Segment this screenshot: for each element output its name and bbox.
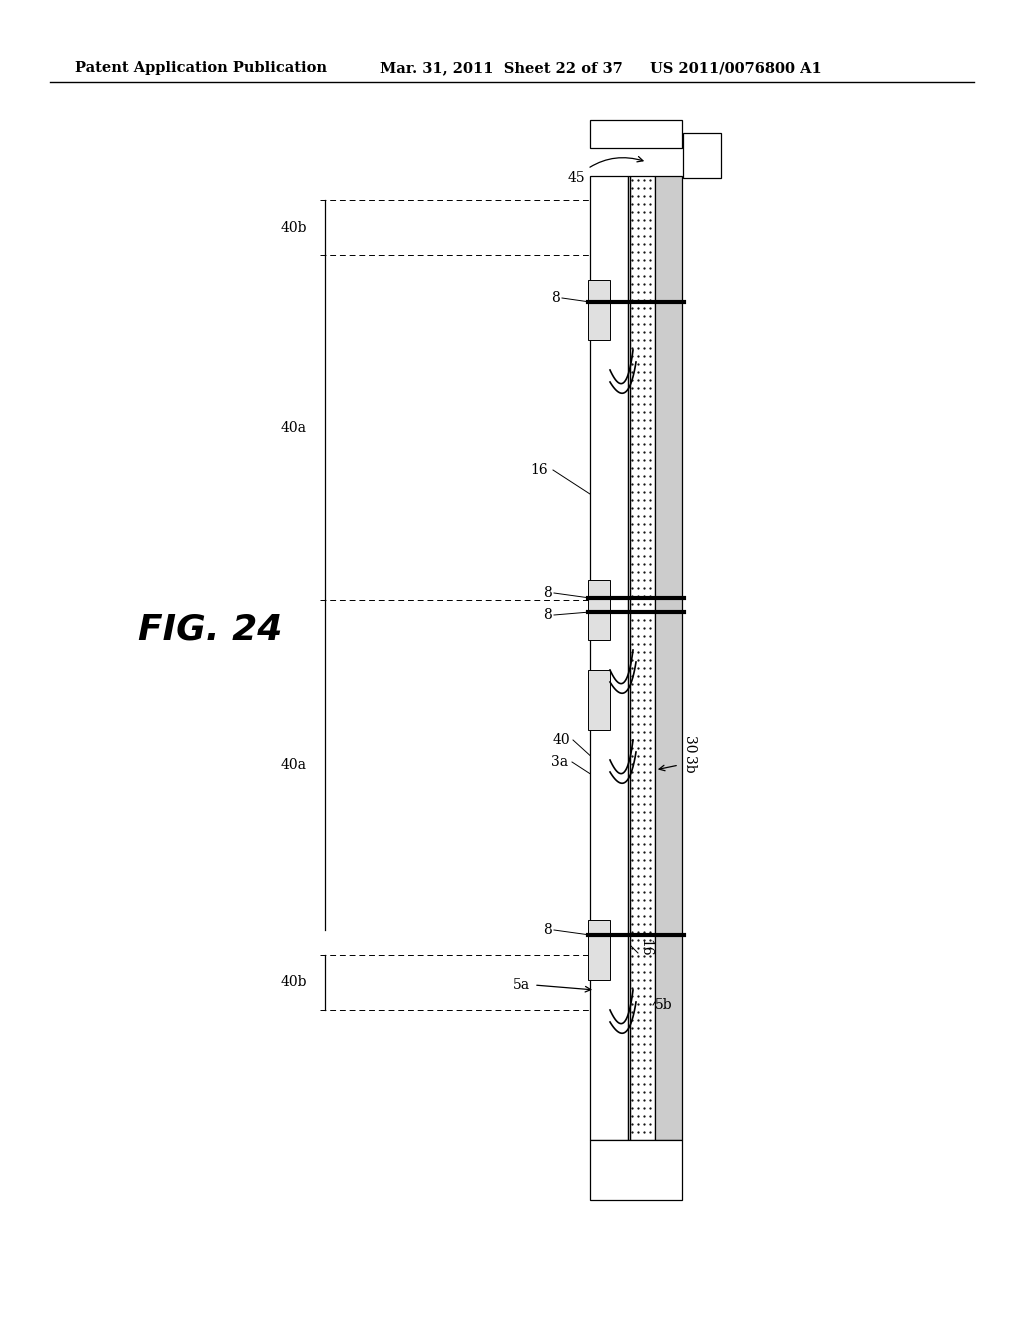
Text: 5b: 5b — [655, 998, 673, 1012]
Bar — [655, 176, 682, 1140]
Text: 8: 8 — [544, 609, 552, 622]
Text: 8: 8 — [544, 586, 552, 601]
Text: 40a: 40a — [281, 421, 307, 434]
Text: 3b: 3b — [682, 756, 696, 774]
Text: 16: 16 — [530, 463, 548, 477]
Text: 8: 8 — [551, 290, 560, 305]
Text: Mar. 31, 2011  Sheet 22 of 37: Mar. 31, 2011 Sheet 22 of 37 — [380, 61, 623, 75]
Text: Patent Application Publication: Patent Application Publication — [75, 61, 327, 75]
Text: 40b: 40b — [281, 975, 307, 990]
Bar — [588, 280, 610, 341]
Text: FIG. 24: FIG. 24 — [138, 612, 283, 647]
Bar — [683, 133, 721, 178]
Text: 45: 45 — [567, 157, 643, 185]
Text: 16: 16 — [638, 940, 652, 957]
Bar — [588, 920, 610, 979]
Bar — [628, 176, 630, 1140]
Text: 40: 40 — [552, 733, 570, 747]
Text: US 2011/0076800 A1: US 2011/0076800 A1 — [650, 61, 821, 75]
Text: 40b: 40b — [281, 220, 307, 235]
Bar — [590, 176, 628, 1140]
Text: 3a: 3a — [551, 755, 568, 770]
Text: 30: 30 — [682, 737, 696, 754]
Bar — [590, 120, 682, 148]
Text: 40a: 40a — [281, 758, 307, 772]
Bar — [588, 579, 610, 640]
Text: 5a: 5a — [513, 978, 530, 993]
Bar — [630, 176, 655, 1140]
Bar — [588, 671, 610, 730]
Text: 8: 8 — [544, 923, 552, 937]
Bar — [590, 1140, 682, 1200]
